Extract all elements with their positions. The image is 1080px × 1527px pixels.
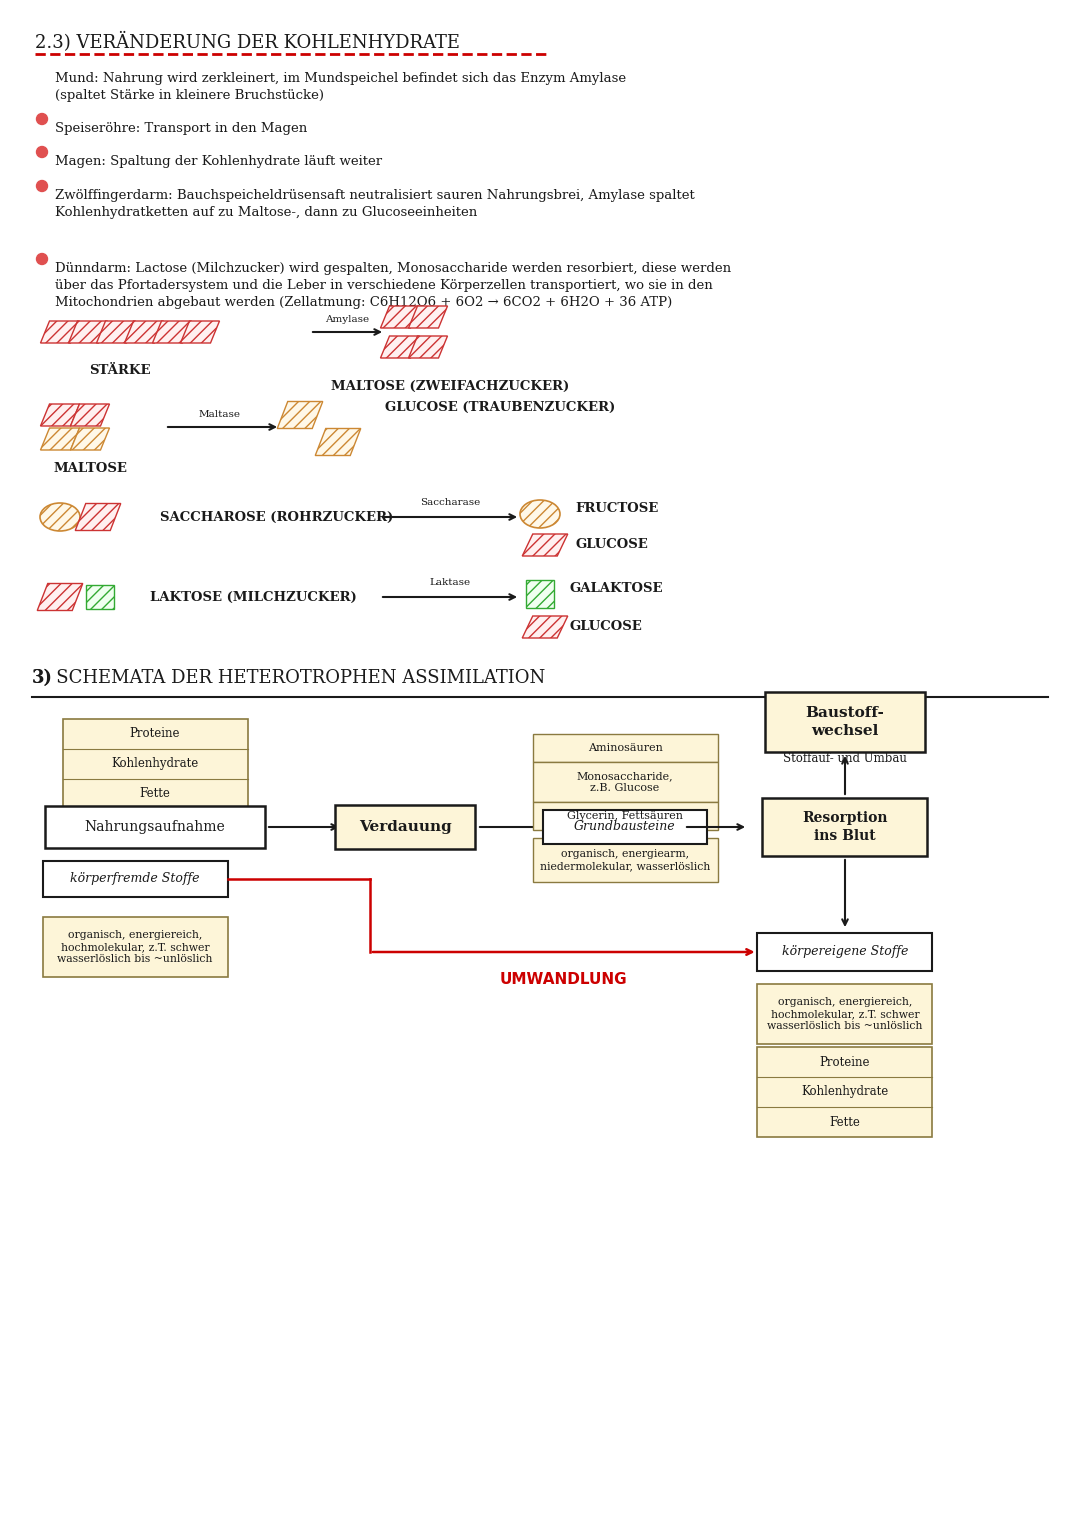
FancyBboxPatch shape (532, 762, 717, 802)
Text: körpereigene Stoffe: körpereigene Stoffe (782, 945, 908, 959)
Text: Baustoff-
wechsel: Baustoff- wechsel (806, 707, 885, 738)
Polygon shape (180, 321, 219, 344)
Text: Nahrungsaufnahme: Nahrungsaufnahme (84, 820, 226, 834)
Text: GALAKTOSE: GALAKTOSE (570, 582, 663, 596)
Circle shape (37, 113, 48, 125)
Text: Verdauung: Verdauung (359, 820, 451, 834)
Polygon shape (76, 504, 121, 530)
FancyBboxPatch shape (45, 806, 265, 847)
Text: Saccharase: Saccharase (420, 498, 481, 507)
Circle shape (37, 253, 48, 264)
Text: Resorption
ins Blut: Resorption ins Blut (802, 811, 888, 843)
Text: 3) SCHEMATA DER HETEROTROPHEN ASSIMILATION: 3) SCHEMATA DER HETEROTROPHEN ASSIMILATI… (32, 669, 545, 687)
Polygon shape (408, 305, 447, 328)
Text: MALTOSE (ZWEIFACHZUCKER): MALTOSE (ZWEIFACHZUCKER) (330, 380, 569, 392)
Text: Fette: Fette (829, 1116, 861, 1128)
FancyBboxPatch shape (526, 580, 554, 608)
Text: MALTOSE: MALTOSE (53, 463, 127, 475)
Polygon shape (380, 305, 419, 328)
FancyBboxPatch shape (532, 838, 717, 883)
Polygon shape (124, 321, 163, 344)
Text: Mund: Nahrung wird zerkleinert, im Mundspeichel befindet sich das Enzym Amylase
: Mund: Nahrung wird zerkleinert, im Munds… (55, 72, 626, 102)
Polygon shape (315, 429, 361, 455)
Polygon shape (152, 321, 191, 344)
Polygon shape (523, 534, 568, 556)
Polygon shape (41, 428, 80, 450)
FancyBboxPatch shape (86, 585, 114, 609)
Text: LAKTOSE (MILCHZUCKER): LAKTOSE (MILCHZUCKER) (150, 591, 356, 603)
Text: organisch, energiereich,
hochmolekular, z.T. schwer
wasserlöslich bis ~unlöslich: organisch, energiereich, hochmolekular, … (767, 997, 922, 1031)
Text: Maltase: Maltase (199, 411, 241, 418)
Text: körperfremde Stoffe: körperfremde Stoffe (70, 872, 200, 886)
Text: UMWANDLUNG: UMWANDLUNG (500, 973, 627, 986)
Text: Speiseröhre: Transport in den Magen: Speiseröhre: Transport in den Magen (55, 122, 307, 134)
Text: organisch, energiereich,
hochmolekular, z.T. schwer
wasserlöslich bis ~unlöslich: organisch, energiereich, hochmolekular, … (57, 930, 213, 965)
Text: 2.3) VERÄNDERUNG DER KOHLENHYDRATE: 2.3) VERÄNDERUNG DER KOHLENHYDRATE (35, 32, 460, 52)
Text: Magen: Spaltung der Kohlenhydrate läuft weiter: Magen: Spaltung der Kohlenhydrate läuft … (55, 156, 382, 168)
Text: 3): 3) (32, 669, 53, 687)
FancyBboxPatch shape (762, 799, 928, 857)
Text: Kohlenhydrate: Kohlenhydrate (801, 1086, 889, 1098)
Text: GLUCOSE (TRAUBENZUCKER): GLUCOSE (TRAUBENZUCKER) (384, 400, 616, 414)
Text: Fette: Fette (139, 788, 171, 800)
FancyBboxPatch shape (335, 805, 475, 849)
Text: STÄRKE: STÄRKE (90, 363, 151, 377)
Polygon shape (70, 428, 109, 450)
Text: Kohlenhydrate: Kohlenhydrate (111, 757, 199, 771)
Text: Stoffauf- und Umbau: Stoffauf- und Umbau (783, 753, 907, 765)
Text: Zwölffingerdarm: Bauchspeicheldrüsensaft neutralisiert sauren Nahrungsbrei, Amyl: Zwölffingerdarm: Bauchspeicheldrüsensaft… (55, 189, 694, 218)
Text: Dünndarm: Lactose (Milchzucker) wird gespalten, Monosaccharide werden resorbiert: Dünndarm: Lactose (Milchzucker) wird ges… (55, 263, 731, 308)
Polygon shape (380, 336, 419, 357)
FancyBboxPatch shape (63, 719, 247, 809)
FancyBboxPatch shape (42, 861, 228, 896)
Text: organisch, energiearm,
niedermolekular, wasserlöslich: organisch, energiearm, niedermolekular, … (540, 849, 711, 872)
FancyBboxPatch shape (757, 933, 932, 971)
Polygon shape (278, 402, 323, 429)
Polygon shape (408, 336, 447, 357)
Text: SACCHAROSE (ROHRZUCKER): SACCHAROSE (ROHRZUCKER) (160, 510, 393, 524)
Text: Proteine: Proteine (130, 727, 180, 741)
Polygon shape (41, 405, 80, 426)
Ellipse shape (40, 502, 80, 531)
Text: Laktase: Laktase (430, 579, 471, 586)
FancyBboxPatch shape (765, 692, 924, 751)
FancyBboxPatch shape (757, 1048, 932, 1138)
Text: GLUCOSE: GLUCOSE (575, 539, 648, 551)
Polygon shape (96, 321, 135, 344)
Circle shape (37, 147, 48, 157)
Text: Glycerin, Fettsäuren: Glycerin, Fettsäuren (567, 811, 683, 822)
Polygon shape (70, 405, 109, 426)
Text: GLUCOSE: GLUCOSE (570, 620, 643, 634)
Ellipse shape (519, 499, 561, 528)
Polygon shape (41, 321, 80, 344)
FancyBboxPatch shape (542, 809, 707, 844)
Polygon shape (37, 583, 83, 611)
FancyBboxPatch shape (532, 802, 717, 831)
Polygon shape (523, 615, 568, 638)
Polygon shape (68, 321, 108, 344)
Text: Grundbausteine: Grundbausteine (575, 820, 676, 834)
Text: Amylase: Amylase (325, 315, 369, 324)
FancyBboxPatch shape (42, 918, 228, 977)
Text: FRUCTOSE: FRUCTOSE (575, 502, 658, 516)
FancyBboxPatch shape (532, 734, 717, 762)
Text: Proteine: Proteine (820, 1055, 870, 1069)
Text: Monosaccharide,
z.B. Glucose: Monosaccharide, z.B. Glucose (577, 771, 673, 793)
Text: Aminosäuren: Aminosäuren (588, 744, 662, 753)
FancyBboxPatch shape (757, 983, 932, 1044)
Circle shape (37, 180, 48, 191)
